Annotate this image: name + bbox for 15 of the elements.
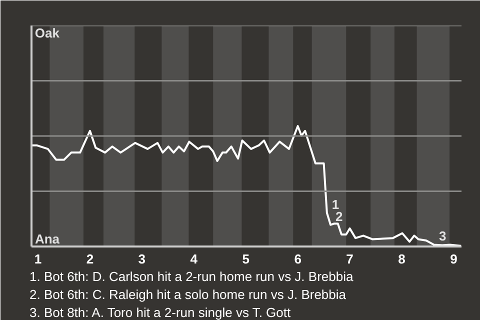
text: Oak [34, 26, 60, 40]
x-tick-label: 9 [450, 252, 458, 266]
annotation: 3 [438, 228, 446, 244]
text: 1. Bot 6th: D. Carlson hit a 2-run home run vs J. Brebbia [30, 269, 354, 284]
x-tick-label: 6 [294, 252, 302, 266]
annotation: Ana [34, 232, 60, 246]
x-tick-label: 3 [138, 252, 146, 266]
x-tick-label: 1 [34, 252, 42, 266]
x-tick-label: 8 [398, 252, 406, 266]
x-tick-label: 7 [346, 252, 354, 266]
x-tick-label: 5 [242, 252, 250, 266]
x-tick-label: 2 [86, 252, 94, 266]
x-tick-label: 4 [190, 252, 198, 266]
text: 2. Bot 6th: C. Raleigh hit a solo home run vs J. Brebbia [30, 287, 347, 302]
text: 3. Bot 8th: A. Toro hit a 2-run single vs T. Gott [30, 305, 291, 320]
